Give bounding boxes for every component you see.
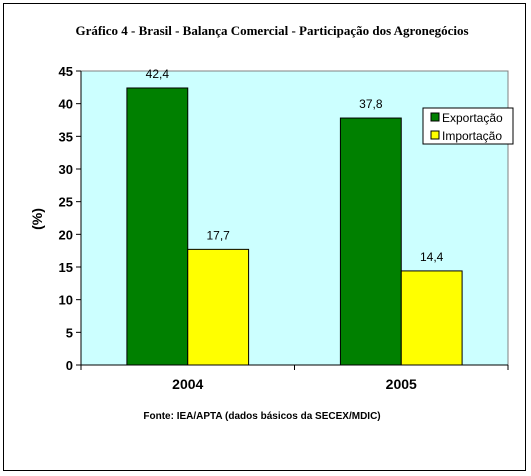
y-tick-label: 30	[59, 162, 73, 177]
x-tick-label: 2005	[386, 376, 417, 392]
y-tick-label: 25	[59, 195, 73, 210]
bar-exportação-2004	[126, 87, 189, 366]
legend-swatch	[430, 130, 440, 140]
y-axis: 0 5 10 15 20 25 30 35 40 45	[59, 64, 82, 373]
y-tick-label: 35	[59, 129, 73, 144]
y-tick-label: 15	[59, 260, 73, 275]
legend: Exportação Importação	[422, 107, 514, 145]
data-labels: 42,4 17,7 37,8 14,4	[146, 67, 444, 264]
x-tick-label: 2004	[172, 376, 203, 392]
bars	[126, 87, 463, 366]
y-tick-label: 5	[66, 325, 73, 340]
bar-importação-2005	[400, 270, 463, 366]
legend-label: Exportação	[442, 111, 503, 125]
legend-swatch	[430, 112, 440, 122]
data-label: 42,4	[146, 67, 170, 81]
data-label: 17,7	[206, 228, 230, 242]
chart-title: Gráfico 4 - Brasil - Balança Comercial -…	[75, 23, 468, 38]
source-note: Fonte: IEA/APTA (dados básicos da SECEX/…	[143, 411, 380, 422]
y-tick-label: 0	[66, 358, 73, 373]
data-label: 37,8	[359, 97, 383, 111]
y-tick-label: 20	[59, 227, 73, 242]
y-axis-label: (%)	[29, 208, 45, 230]
x-axis: 2004 2005	[80, 364, 509, 392]
bar-importação-2004	[187, 248, 250, 366]
bar-exportação-2005	[339, 117, 402, 366]
y-tick-label: 45	[59, 64, 73, 79]
data-label: 14,4	[420, 250, 444, 264]
legend-label: Importação	[442, 129, 502, 143]
y-tick-label: 40	[59, 97, 73, 112]
y-tick-label: 10	[59, 293, 73, 308]
